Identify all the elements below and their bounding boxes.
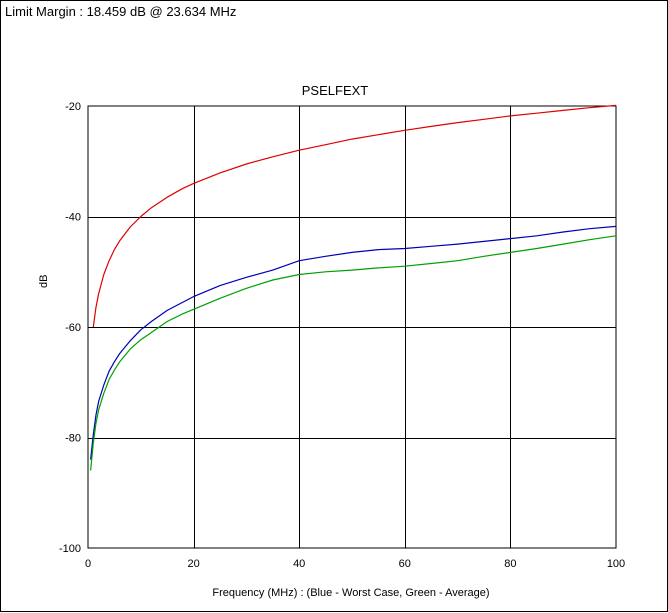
x-tick-label: 20 — [187, 558, 199, 570]
x-tick-label: 80 — [504, 558, 516, 570]
x-tick-label: 40 — [293, 558, 305, 570]
x-tick-label: 100 — [607, 558, 625, 570]
y-tick-label: -20 — [65, 101, 81, 113]
y-tick-label: -60 — [65, 322, 81, 334]
y-tick-label: -100 — [59, 543, 81, 555]
y-tick-label: -80 — [65, 433, 81, 445]
x-tick-label: 60 — [399, 558, 411, 570]
x-tick-label: 0 — [85, 558, 91, 570]
y-tick-label: -40 — [65, 212, 81, 224]
